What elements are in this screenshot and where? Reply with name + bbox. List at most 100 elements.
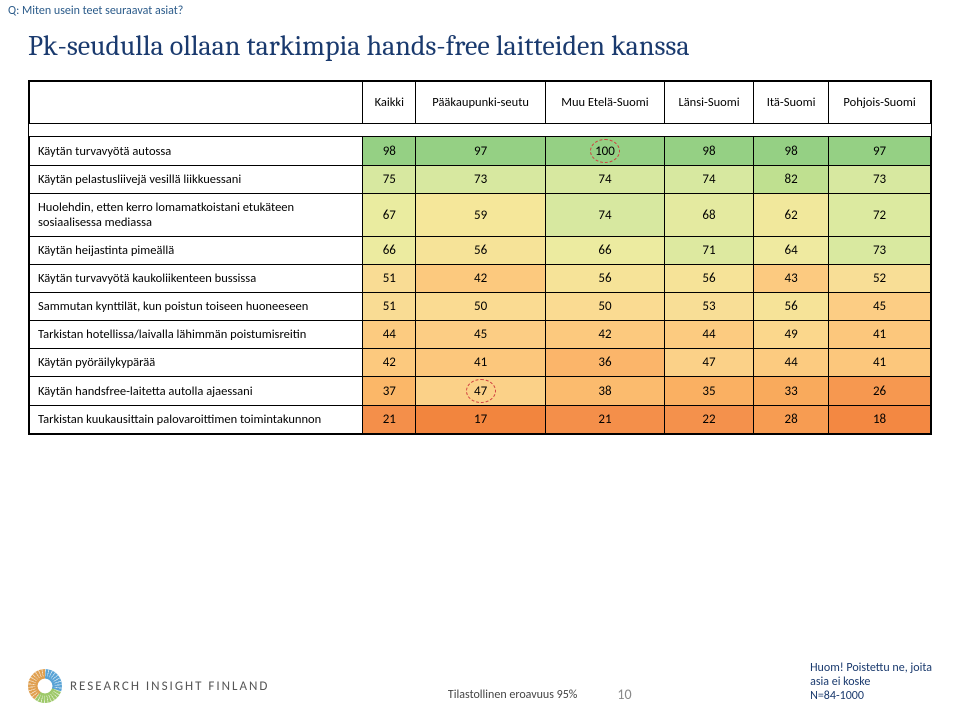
cell: 41 <box>829 321 931 349</box>
brand-text: RESEARCH INSIGHT FINLAND <box>70 679 269 694</box>
row-label: Käytän pelastusliivejä vesillä liikkuess… <box>30 166 363 194</box>
cell: 73 <box>829 166 931 194</box>
stat-note: Tilastollinen eroavuus 95% <box>448 688 577 702</box>
cell: 100 <box>545 137 664 166</box>
cell: 66 <box>545 237 664 265</box>
row-label: Sammutan kynttilät, kun poistun toiseen … <box>30 293 363 321</box>
footer-note-3: N=84-1000 <box>810 689 932 703</box>
row-label: Huolehdin, etten kerro lomamatkoistani e… <box>30 194 363 237</box>
table-body: Käytän turvavyötä autossa9897100989897Kä… <box>30 137 931 434</box>
highlight-ring: 100 <box>590 139 620 163</box>
cell: 56 <box>664 265 753 293</box>
cell: 56 <box>545 265 664 293</box>
cell: 67 <box>363 194 416 237</box>
col-h-1: Pääkaupunki-seutu <box>416 82 546 124</box>
cell: 36 <box>545 349 664 377</box>
cell: 51 <box>363 293 416 321</box>
footer-center: Tilastollinen eroavuus 95% 10 <box>448 686 632 703</box>
cell: 42 <box>363 349 416 377</box>
cell: 44 <box>754 349 829 377</box>
cell: 42 <box>416 265 546 293</box>
cell: 47 <box>416 377 546 406</box>
cell: 49 <box>754 321 829 349</box>
table-row: Sammutan kynttilät, kun poistun toiseen … <box>30 293 931 321</box>
row-label: Käytän heijastinta pimeällä <box>30 237 363 265</box>
row-label: Käytän handsfree-laitetta autolla ajaess… <box>30 377 363 406</box>
cell: 64 <box>754 237 829 265</box>
cell: 41 <box>416 349 546 377</box>
footer: RESEARCH INSIGHT FINLAND Tilastollinen e… <box>0 661 960 703</box>
cell: 33 <box>754 377 829 406</box>
table-row: Käytän turvavyötä autossa9897100989897 <box>30 137 931 166</box>
cell: 75 <box>363 166 416 194</box>
page-title: Pk-seudulla ollaan tarkimpia hands-free … <box>0 20 960 80</box>
table-row: Käytän pyöräilykypärää424136474441 <box>30 349 931 377</box>
cell: 41 <box>829 349 931 377</box>
table-row: Käytän heijastinta pimeällä665666716473 <box>30 237 931 265</box>
cell: 28 <box>754 406 829 434</box>
cell: 98 <box>664 137 753 166</box>
row-label: Käytän turvavyötä autossa <box>30 137 363 166</box>
cell: 56 <box>754 293 829 321</box>
logo-icon <box>28 669 62 703</box>
header-blank <box>30 82 363 124</box>
col-h-2: Muu Etelä-Suomi <box>545 82 664 124</box>
cell: 62 <box>754 194 829 237</box>
cell: 44 <box>664 321 753 349</box>
table-row: Käytän pelastusliivejä vesillä liikkuess… <box>30 166 931 194</box>
cell: 73 <box>416 166 546 194</box>
cell: 35 <box>664 377 753 406</box>
cell: 97 <box>416 137 546 166</box>
cell: 74 <box>664 166 753 194</box>
cell: 97 <box>829 137 931 166</box>
row-label: Käytän turvavyötä kaukoliikenteen bussis… <box>30 265 363 293</box>
cell: 47 <box>664 349 753 377</box>
cell: 53 <box>664 293 753 321</box>
table-row: Käytän handsfree-laitetta autolla ajaess… <box>30 377 931 406</box>
data-table-wrap: Kaikki Pääkaupunki-seutu Muu Etelä-Suomi… <box>28 80 932 435</box>
data-table: Kaikki Pääkaupunki-seutu Muu Etelä-Suomi… <box>29 81 931 434</box>
cell: 74 <box>545 166 664 194</box>
col-h-4: Itä-Suomi <box>754 82 829 124</box>
cell: 66 <box>363 237 416 265</box>
table-row: Tarkistan kuukausittain palovaroittimen … <box>30 406 931 434</box>
col-h-3: Länsi-Suomi <box>664 82 753 124</box>
cell: 22 <box>664 406 753 434</box>
cell: 17 <box>416 406 546 434</box>
cell: 82 <box>754 166 829 194</box>
cell: 98 <box>754 137 829 166</box>
cell: 72 <box>829 194 931 237</box>
cell: 45 <box>829 293 931 321</box>
cell: 52 <box>829 265 931 293</box>
cell: 68 <box>664 194 753 237</box>
cell: 21 <box>363 406 416 434</box>
cell: 56 <box>416 237 546 265</box>
cell: 42 <box>545 321 664 349</box>
footer-note-1: Huom! Poistettu ne, joita <box>810 661 932 675</box>
cell: 43 <box>754 265 829 293</box>
page-number: 10 <box>617 686 631 703</box>
footer-note-2: asia ei koske <box>810 675 932 689</box>
cell: 18 <box>829 406 931 434</box>
cell: 50 <box>416 293 546 321</box>
cell: 38 <box>545 377 664 406</box>
cell: 98 <box>363 137 416 166</box>
cell: 44 <box>363 321 416 349</box>
highlight-ring: 47 <box>466 379 496 403</box>
cell: 59 <box>416 194 546 237</box>
col-h-0: Kaikki <box>363 82 416 124</box>
row-label: Käytän pyöräilykypärää <box>30 349 363 377</box>
cell: 73 <box>829 237 931 265</box>
survey-question: Q: Miten usein teet seuraavat asiat? <box>0 0 960 20</box>
table-row: Käytän turvavyötä kaukoliikenteen bussis… <box>30 265 931 293</box>
table-row: Huolehdin, etten kerro lomamatkoistani e… <box>30 194 931 237</box>
footer-right: Huom! Poistettu ne, joita asia ei koske … <box>810 661 932 703</box>
cell: 74 <box>545 194 664 237</box>
row-label: Tarkistan kuukausittain palovaroittimen … <box>30 406 363 434</box>
cell: 71 <box>664 237 753 265</box>
cell: 50 <box>545 293 664 321</box>
row-label: Tarkistan hotellissa/laivalla lähimmän p… <box>30 321 363 349</box>
cell: 51 <box>363 265 416 293</box>
cell: 45 <box>416 321 546 349</box>
header-row: Kaikki Pääkaupunki-seutu Muu Etelä-Suomi… <box>30 82 931 124</box>
